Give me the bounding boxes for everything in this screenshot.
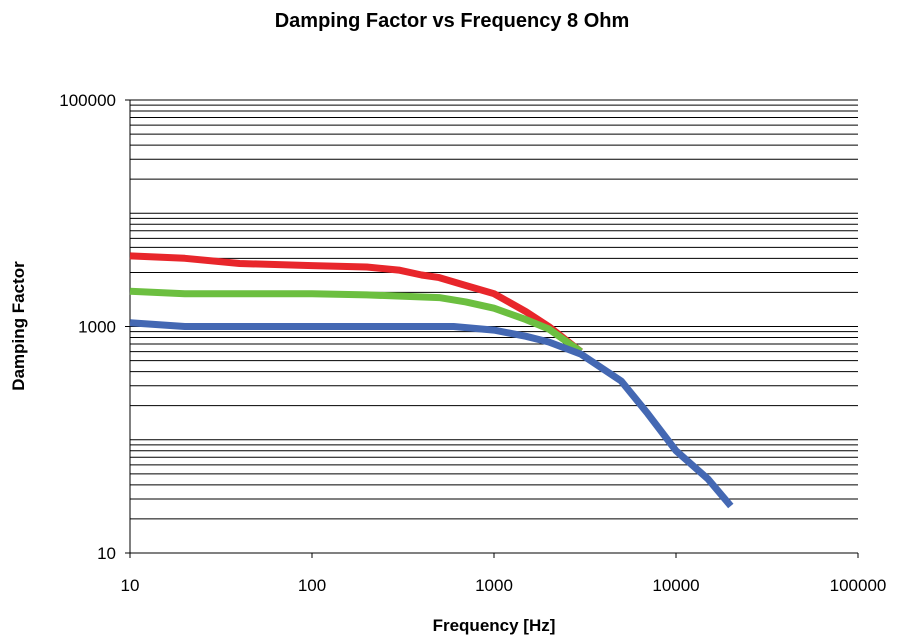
y-axis-title: Damping Factor (9, 261, 28, 391)
y-tick-label: 1000 (78, 318, 116, 337)
series-lines (129, 252, 734, 509)
y-tick-label: 100000 (59, 91, 116, 110)
y-tick-label: 10 (97, 544, 116, 563)
ticks: 10 100 1000 10000 100000 10 1000 100000 (59, 91, 886, 595)
x-axis-title: Frequency [Hz] (433, 616, 556, 635)
x-tick-label: 100 (298, 576, 326, 595)
series-line-2 (129, 287, 583, 355)
grid-lines (130, 99, 858, 520)
series-line-1 (129, 252, 583, 355)
x-tick-label: 100000 (830, 576, 887, 595)
x-tick-label: 1000 (475, 576, 513, 595)
x-tick-label: 10000 (652, 576, 699, 595)
chart-title: Damping Factor vs Frequency 8 Ohm (275, 10, 630, 32)
x-tick-label: 10 (121, 576, 140, 595)
series-line-3 (129, 319, 734, 509)
